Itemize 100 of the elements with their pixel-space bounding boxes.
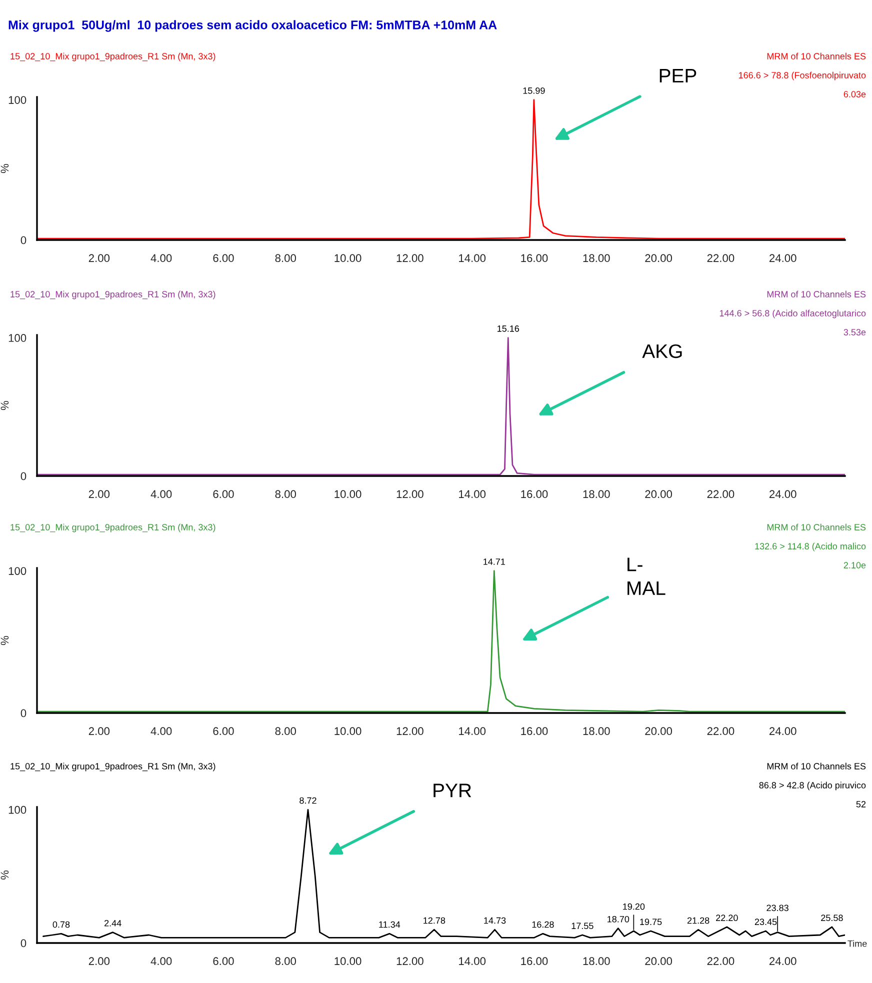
x-tick-label: 18.00 (583, 490, 610, 498)
annotation: 16.28 (532, 921, 554, 928)
annotation: 0.78 (52, 921, 70, 928)
y-tick-label: 100 (8, 96, 26, 104)
x-tick-label: 6.00 (213, 727, 234, 736)
x-tick-label: 20.00 (645, 490, 672, 498)
x-tick-label: 10.00 (334, 957, 362, 966)
x-tick-label: 8.00 (275, 254, 296, 262)
annotation: 3.53e (844, 329, 866, 336)
x-tick-label: 8.00 (275, 490, 296, 498)
x-tick-label: 4.00 (150, 254, 172, 262)
x-tick-label: 6.00 (213, 490, 234, 498)
x-tick-label: 4.00 (150, 727, 172, 736)
text: 15_02_10_Mix grupo1_9padroes_R1 Sm (Mn, 3x3) (10, 524, 216, 532)
text: MRM of 10 Channels ES (767, 52, 866, 60)
x-tick-label: 16.00 (521, 490, 548, 498)
x-tick-label: 22.00 (707, 727, 734, 736)
x-tick-label: 24.00 (770, 254, 796, 262)
x-tick-label: 18.00 (583, 254, 610, 262)
x-tick-label: 8.00 (275, 727, 296, 736)
x-tick-label: 2.00 (88, 957, 110, 966)
annotation: AKG (642, 344, 682, 358)
y-tick-label: 0 (20, 472, 26, 480)
x-tick-label: 22.00 (707, 490, 734, 498)
y-axis-title: % (0, 870, 9, 880)
annotation: 15.99 (523, 87, 545, 94)
x-tick-label: 18.00 (583, 727, 610, 736)
x-tick-label: 2.00 (88, 254, 110, 262)
x-tick-label: 12.00 (396, 254, 424, 262)
annotation: 14.73 (484, 917, 506, 924)
x-tick-label: 12.00 (396, 727, 424, 736)
y-tick-label: 100 (8, 806, 26, 814)
x-tick-label: 24.00 (770, 727, 796, 736)
x-tick-label: 6.00 (213, 957, 234, 966)
x-tick-label: 2.00 (88, 727, 110, 736)
y-axis-title: % (0, 636, 9, 646)
annotation: 2.10e (844, 562, 866, 568)
annotation: 15.16 (498, 325, 520, 332)
y-tick-label: 0 (20, 236, 26, 244)
y-axis-title: % (0, 400, 9, 410)
y-axis-title: % (0, 164, 9, 174)
text: MRM of 10 Channels ES (767, 290, 866, 298)
text: 166.6 > 78.8 (Fosfoenolpiruvato (738, 72, 866, 80)
x-tick-label: 20.00 (645, 254, 672, 262)
x-tick-label: 24.00 (770, 490, 796, 498)
y-tick-label: 0 (20, 709, 26, 718)
annotation: 25.58 (821, 914, 843, 922)
x-tick-label: 2.00 (88, 490, 110, 498)
annotation: 12.78 (424, 917, 446, 924)
x-tick-label: 22.00 (707, 957, 734, 966)
text: 52 (856, 801, 866, 808)
x-tick-label: 20.00 (645, 727, 672, 736)
annotation: 11.34 (379, 921, 400, 928)
text: 15_02_10_Mix grupo1_9padroes_R1 Sm (Mn, 3x3) (10, 52, 216, 62)
x-tick-label: 14.00 (459, 727, 486, 736)
x-tick-label: 20.00 (645, 957, 672, 966)
annotation: 2.44 (104, 920, 122, 926)
x-tick-label: 22.00 (707, 254, 734, 262)
annotation: 19.75 (640, 918, 662, 926)
x-tick-label: 14.00 (459, 490, 486, 498)
text: MRM of 10 Channels ES (767, 524, 866, 530)
annotation: 22.20 (716, 914, 738, 922)
x-tick-label: 16.00 (521, 957, 548, 966)
annotation: 23.83 (766, 904, 788, 912)
annotation: 14.71 (484, 558, 505, 565)
annotation: 17.55 (572, 922, 594, 930)
text: MRM of 10 Channels ES (767, 762, 866, 770)
x-tick-label: 14.00 (459, 254, 486, 262)
line-series (37, 99, 845, 240)
y-tick-label: 100 (8, 334, 26, 342)
line-series (42, 808, 845, 938)
text: 15_02_10_Mix grupo1_9padroes_R1 Sm (Mn, 3x3) (10, 762, 216, 772)
y-tick-label: 100 (8, 567, 26, 575)
text: 15_02_10_Mix grupo1_9padroes_R1 Sm (Mn, 3x3) (10, 290, 216, 300)
annotation: 6.03e (844, 91, 866, 98)
x-tick-label: 24.00 (770, 957, 796, 966)
x-tick-label: 18.00 (583, 957, 610, 966)
y-tick-label: 0 (20, 939, 26, 948)
annotation: 18.70 (608, 916, 630, 922)
x-axis-title: Time (848, 940, 867, 947)
annotation: 19.20 (623, 903, 645, 910)
x-tick-label: 8.00 (275, 957, 296, 966)
annotation: 23.45 (754, 918, 777, 926)
annotation: L- MAL (628, 558, 666, 595)
text: PEP (660, 69, 696, 82)
x-tick-label: 4.00 (150, 490, 172, 498)
text: PYR (434, 784, 472, 798)
annotation: 8.72 (300, 797, 316, 804)
annotation: 21.28 (687, 917, 710, 924)
x-tick-label: 4.00 (150, 957, 172, 966)
chart-title: Mix grupo1 50Ug/ml 10 padroes sem acido oxaloacetico FM: 5mMTBA +10mM AA (8, 20, 497, 32)
x-tick-label: 10.00 (334, 254, 362, 262)
x-tick-label: 16.00 (521, 254, 548, 262)
text: 86.8 > 42.8 (Acido piruvico (759, 782, 866, 790)
line-series (37, 570, 845, 712)
x-tick-label: 12.00 (396, 490, 424, 498)
x-tick-label: 6.00 (213, 254, 234, 262)
x-tick-label: 10.00 (334, 490, 362, 498)
x-tick-label: 12.00 (396, 957, 424, 966)
line-series (37, 337, 845, 476)
